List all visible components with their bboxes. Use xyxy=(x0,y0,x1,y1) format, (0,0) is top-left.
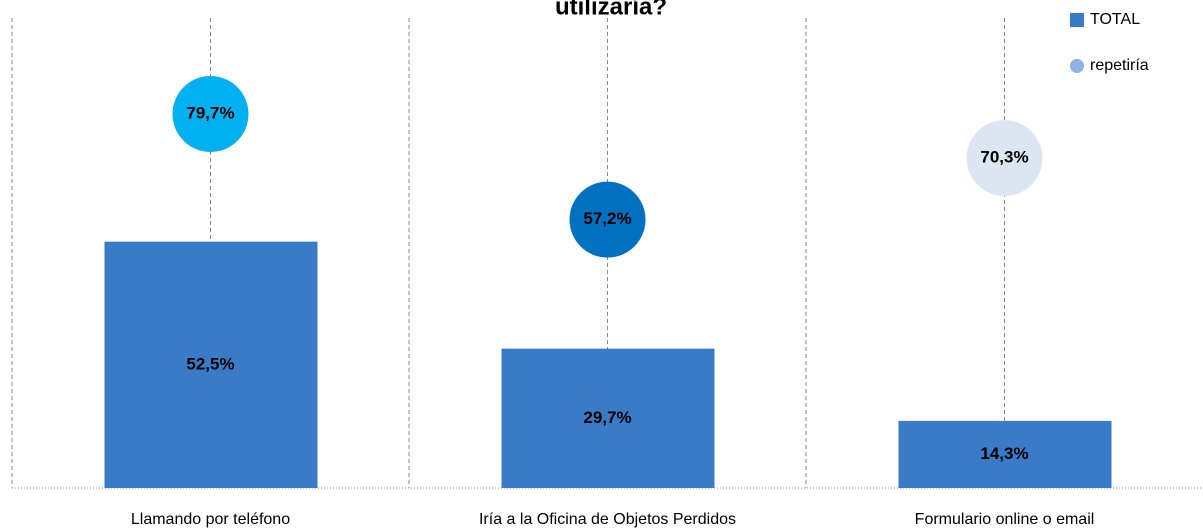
chart-title: utilizaría? xyxy=(555,0,667,20)
legend-swatch xyxy=(1070,13,1084,27)
data-label: 14,3% xyxy=(980,444,1028,463)
x-tick-label: Llamando por teléfono xyxy=(131,511,290,528)
legend-label: TOTAL xyxy=(1090,11,1140,28)
x-tick-label: Iría a la Oficina de Objetos Perdidos xyxy=(479,511,736,528)
marker xyxy=(569,181,646,258)
x-tick-label: Formulario online o email xyxy=(915,511,1095,528)
bar xyxy=(898,420,1112,488)
bar xyxy=(501,348,715,488)
data-label: 79,7% xyxy=(186,104,234,123)
data-label: 57,2% xyxy=(583,209,631,228)
data-label: 29,7% xyxy=(583,408,631,427)
legend-label: repetiría xyxy=(1090,57,1149,74)
legend-swatch xyxy=(1070,59,1084,73)
marker xyxy=(172,76,249,153)
marker xyxy=(966,120,1043,197)
bar xyxy=(104,241,318,488)
data-label: 52,5% xyxy=(186,354,234,373)
data-label: 70,3% xyxy=(980,148,1028,167)
